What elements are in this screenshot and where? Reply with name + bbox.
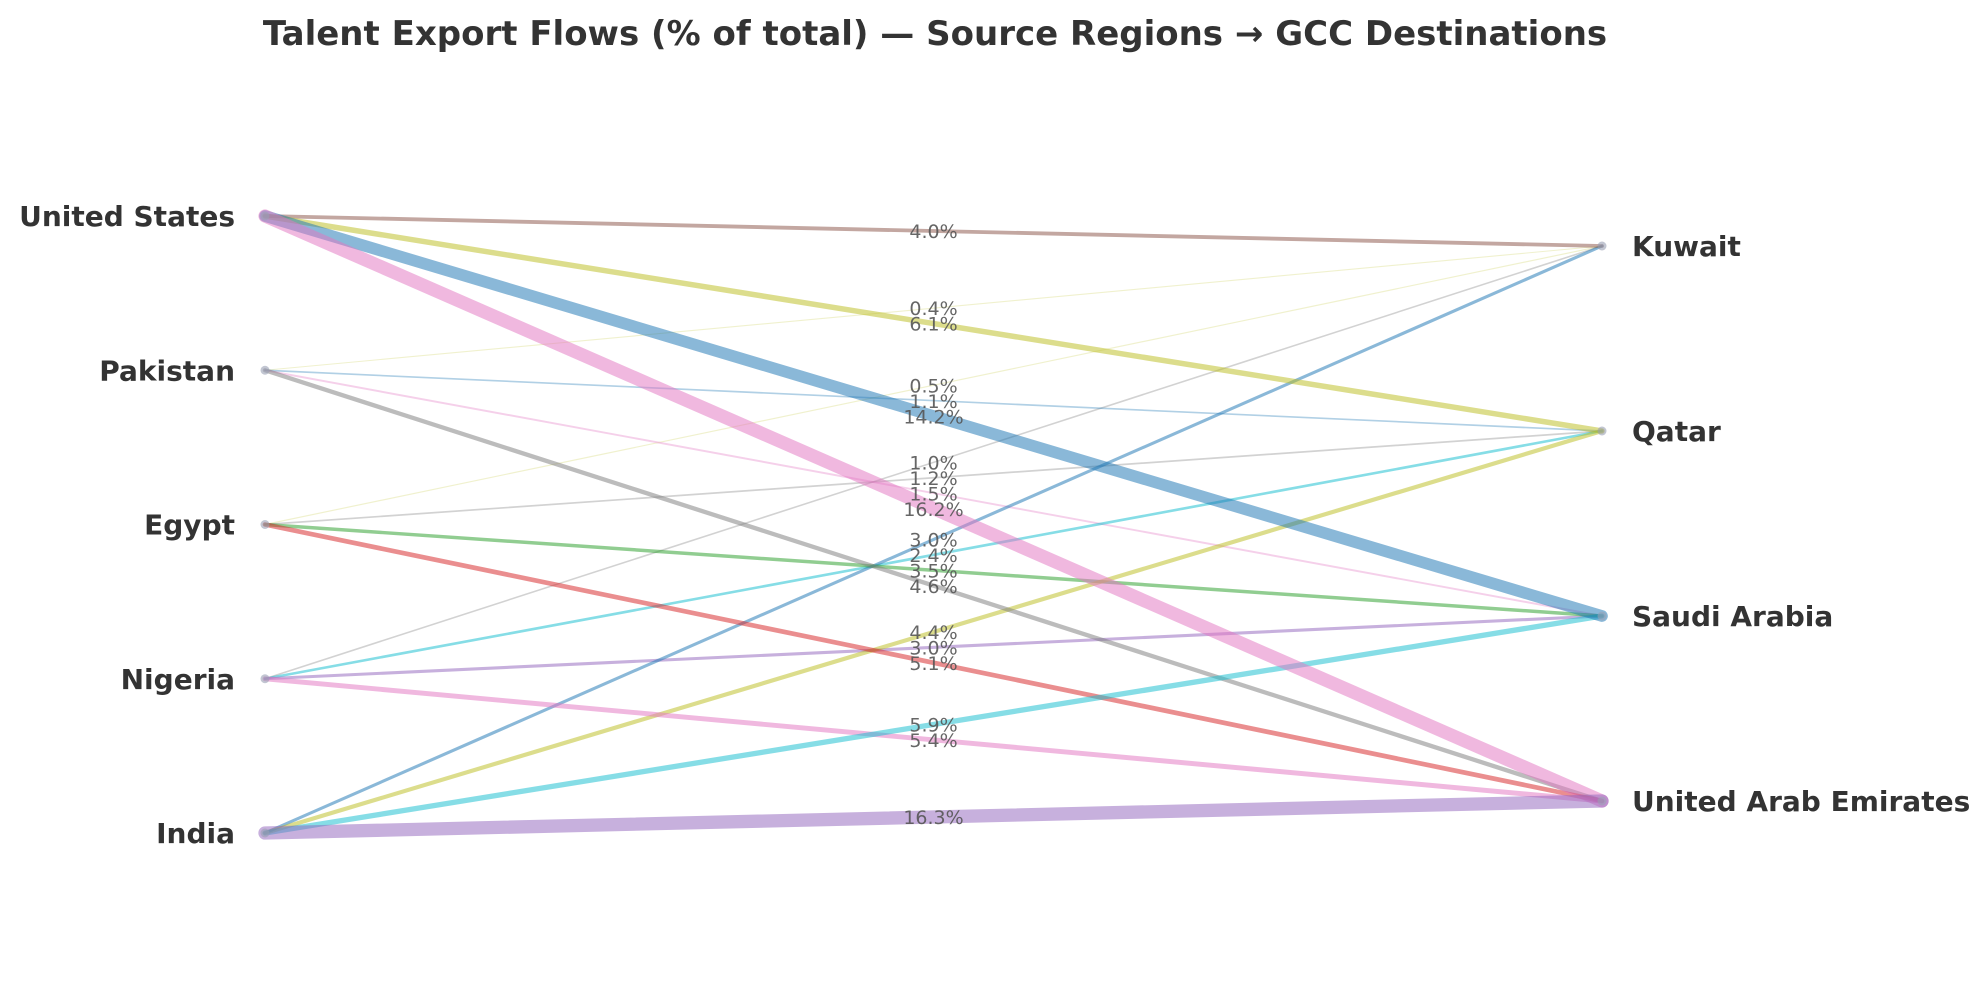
destination-node-united-arab-emirates [1597,796,1607,806]
flow-nigeria-to-saudi-arabia [263,614,1604,681]
flow-pakistan-to-kuwait [264,245,1603,371]
flow-nigeria-to-kuwait [264,245,1603,680]
destination-node-qatar [1597,426,1607,436]
flow-label-nigeria-to-united-arab-emirates: 5.4% [909,730,957,752]
flow-label-pakistan-to-saudi-arabia: 1.5% [909,483,957,505]
flow-label-pakistan-to-qatar: 1.1% [909,391,957,413]
source-node-egypt [260,520,270,529]
source-label-pakistan: Pakistan [99,354,235,387]
flow-united-states-to-saudi-arabia [259,210,1608,622]
flow-pakistan-to-saudi-arabia [264,369,1603,617]
flow-egypt-to-united-arab-emirates [262,522,1605,804]
destination-node-saudi-arabia [1597,611,1607,621]
flow-nigeria-to-united-arab-emirates [262,676,1605,804]
flow-label-pakistan-to-kuwait: 0.4% [909,298,957,320]
flow-label-egypt-to-saudi-arabia: 3.5% [909,561,957,583]
flow-label-india-to-qatar: 4.4% [909,622,957,644]
flow-label-united-states-to-saudi-arabia: 14.2% [903,406,963,428]
flow-label-india-to-saudi-arabia: 5.9% [909,715,957,737]
source-label-india: India [156,817,235,850]
flow-label-egypt-to-kuwait: 0.5% [909,375,957,397]
destination-node-kuwait [1597,241,1607,251]
flow-united-states-to-qatar [262,213,1605,434]
flow-label-nigeria-to-kuwait: 1.0% [909,452,957,474]
source-node-united-states [260,211,270,221]
flow-united-states-to-kuwait [263,214,1604,248]
destination-label-kuwait: Kuwait [1632,230,1741,263]
flow-label-nigeria-to-qatar: 2.4% [909,545,957,567]
flow-egypt-to-saudi-arabia [263,522,1604,618]
nodes-layer: United States Pakistan Egypt Nigeria India Ku… [19,200,1970,850]
destination-label-united-arab-emirates: United Arab Emirates [1632,785,1970,818]
flow-india-to-qatar [262,428,1605,836]
flow-pakistan-to-united-arab-emirates [262,368,1605,804]
destination-label-qatar: Qatar [1632,415,1721,448]
flow-label-nigeria-to-saudi-arabia: 3.0% [909,638,957,660]
flow-label-united-states-to-united-arab-emirates: 16.2% [903,499,963,521]
source-label-united-states: United States [19,200,235,233]
source-node-india [260,828,270,838]
flow-pakistan-to-qatar [264,369,1603,432]
flow-label-pakistan-to-united-arab-emirates: 4.6% [909,576,957,598]
flow-india-to-saudi-arabia [262,613,1605,836]
flow-label-india-to-kuwait: 3.0% [909,530,957,552]
flow-egypt-to-kuwait [264,245,1603,526]
flow-united-states-to-united-arab-emirates [258,209,1609,808]
flow-nigeria-to-qatar [263,429,1604,681]
flow-label-egypt-to-united-arab-emirates: 5.1% [909,653,957,675]
flow-egypt-to-qatar [264,430,1603,526]
flows-layer [258,209,1609,840]
flow-label-india-to-united-arab-emirates: 16.3% [903,807,963,829]
flow-labels-layer: 4.0%0.4%6.1%0.5%1.1%14.2%1.0%1.2%1.5%16.… [903,221,963,829]
source-node-pakistan [260,365,270,375]
flow-label-united-states-to-kuwait: 4.0% [909,221,957,243]
flow-india-to-kuwait [263,244,1604,835]
destination-label-saudi-arabia: Saudi Arabia [1632,600,1833,633]
flow-india-to-united-arab-emirates [258,794,1609,840]
source-label-egypt: Egypt [144,509,235,542]
flow-label-egypt-to-qatar: 1.2% [909,468,957,490]
chart-title: Talent Export Flows (% of total) — Sourc… [263,14,1607,54]
source-label-nigeria: Nigeria [121,663,235,696]
flow-label-united-states-to-qatar: 6.1% [909,314,957,336]
source-node-nigeria [260,674,270,684]
